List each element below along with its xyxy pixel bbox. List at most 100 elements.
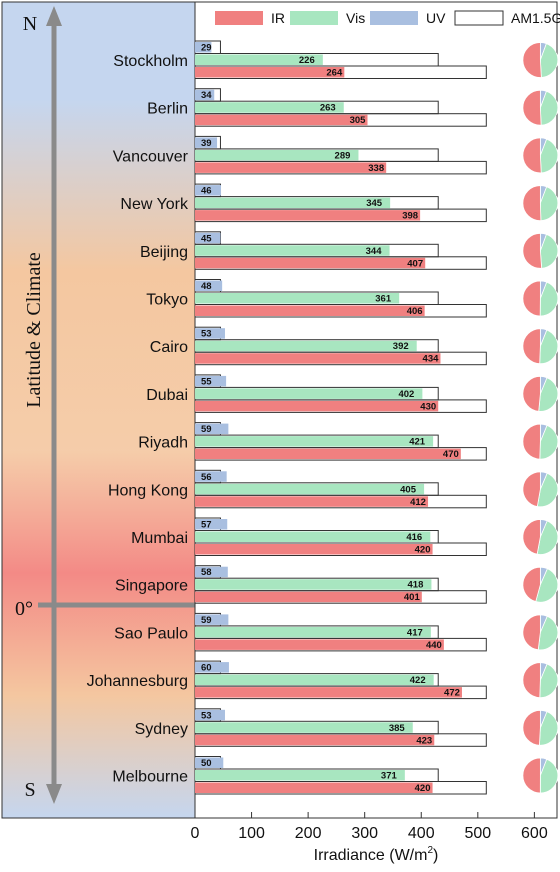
bar-uv: [195, 280, 223, 291]
bar-ir: [195, 496, 429, 507]
value-label-vis: 402: [398, 389, 414, 400]
x-tick-label: 400: [408, 825, 435, 842]
value-label-ir: 440: [426, 640, 442, 651]
pie-slice-vis: [538, 711, 559, 746]
latitude-panel: [1, 1, 196, 819]
value-label-uv: 50: [201, 758, 212, 769]
value-label-vis: 385: [389, 723, 406, 734]
bar-ir: [195, 114, 368, 126]
pie-slice-vis: [539, 186, 559, 222]
bar-ir: [195, 305, 425, 316]
category-label: Vancouver: [113, 148, 189, 165]
value-label-vis: 422: [410, 675, 426, 686]
value-label-uv: 29: [201, 43, 212, 54]
value-label-vis: 361: [375, 294, 392, 305]
value-label-ir: 407: [407, 258, 423, 269]
row-beijing: Beijing 45 344 407: [140, 231, 559, 270]
value-label-vis: 405: [400, 484, 417, 495]
legend-swatch-am15g: [454, 10, 504, 26]
category-label: Hong Kong: [108, 482, 188, 499]
x-tick-label: 200: [295, 825, 322, 842]
arrow-head-south: [46, 784, 62, 804]
row-vancouver: Vancouver 39 289 338: [113, 135, 559, 175]
pie-slice-vis: [539, 663, 559, 698]
x-tick-label: 300: [351, 825, 378, 842]
bar-uv: [195, 42, 212, 53]
category-label: Beijing: [140, 244, 188, 261]
north-label: N: [23, 13, 37, 35]
bar-vis: [195, 293, 400, 304]
bar-uv: [195, 757, 224, 768]
bar-ir: [195, 639, 444, 650]
bar-uv: [195, 662, 229, 673]
bar-vis: [195, 197, 391, 209]
value-label-ir: 338: [368, 163, 384, 174]
bar-vis: [195, 245, 390, 256]
row-mumbai: Mumbai 57 416 420: [131, 517, 559, 556]
row-hong-kong: Hong Kong 56 405 412: [108, 469, 559, 509]
chart-rows: Stockholm 29 226 264 Berlin 34 263 305 Vancouver…: [87, 40, 559, 795]
value-label-ir: 398: [402, 211, 418, 222]
bar-ir: [195, 353, 441, 364]
value-label-uv: 53: [201, 710, 212, 721]
value-label-vis: 418: [408, 580, 424, 591]
value-label-uv: 45: [201, 233, 212, 244]
category-label: New York: [120, 196, 189, 213]
bar-ir: [195, 400, 439, 412]
pie-slice-ir: [522, 423, 541, 460]
bar-vis: [195, 722, 413, 733]
legend-swatch-ir: [215, 11, 263, 25]
pie-slice-vis: [539, 43, 559, 78]
south-label: S: [24, 779, 35, 801]
bar-vis: [195, 626, 431, 638]
bar-uv: [195, 232, 221, 244]
x-tick-label: 600: [521, 825, 548, 842]
value-label-ir: 305: [350, 115, 367, 126]
bar-ir: [195, 257, 426, 269]
pie-slice-ir: [522, 757, 541, 794]
arrow-head-north: [46, 6, 62, 26]
row-stockholm: Stockholm 29 226 264: [113, 40, 559, 79]
value-label-uv: 59: [201, 424, 212, 435]
value-label-uv: 60: [201, 663, 212, 674]
bar-uv: [195, 566, 228, 578]
bar-vis: [195, 149, 359, 161]
bar-ir: [195, 544, 433, 555]
bar-uv: [195, 614, 229, 625]
category-label: Stockholm: [113, 53, 188, 70]
value-label-vis: 289: [335, 150, 351, 161]
category-label: Dubai: [146, 387, 188, 404]
row-johannesburg: Johannesburg 60 422 472: [87, 660, 559, 700]
bar-vis: [195, 340, 417, 352]
bar-vis: [195, 674, 434, 686]
bar-uv: [195, 328, 225, 339]
bar-uv: [195, 375, 227, 387]
bar-ir: [195, 448, 461, 460]
value-label-vis: 226: [299, 55, 315, 66]
value-label-uv: 46: [201, 186, 212, 197]
bar-ir: [195, 210, 421, 221]
bar-vis: [195, 54, 323, 65]
legend-label-ir: IR: [271, 10, 285, 26]
pie-slice-ir: [522, 519, 541, 555]
pie-slice-vis: [539, 233, 559, 269]
row-melbourne: Melbourne 50 371 420: [112, 756, 559, 795]
bar-uv: [195, 89, 215, 101]
category-label: Sao Paulo: [114, 625, 188, 642]
legend-label-am15g: AM1.5G: [511, 10, 560, 26]
value-label-uv: 48: [201, 281, 212, 292]
legend-swatch-vis: [290, 11, 338, 25]
pie-slice-ir: [522, 471, 541, 507]
bar-ir: [195, 782, 433, 793]
value-label-uv: 34: [201, 90, 212, 101]
value-label-vis: 416: [406, 532, 422, 543]
bar-uv: [195, 423, 229, 435]
value-label-ir: 401: [404, 592, 421, 603]
row-new-york: New York 46 345 398: [120, 183, 559, 223]
value-label-ir: 264: [326, 68, 343, 79]
category-label: Riyadh: [138, 435, 188, 452]
